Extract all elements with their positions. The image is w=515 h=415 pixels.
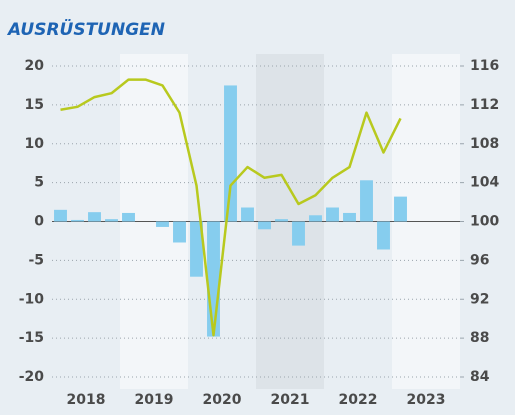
y-tick-label: -15 [19,330,44,346]
bar [343,212,356,222]
bar [122,212,135,222]
bar [241,207,254,222]
x-tick-label: 2021 [271,392,310,408]
bar [207,221,220,337]
y-tick-label: -10 [19,291,45,307]
y-tick-label: 15 [25,97,44,113]
x-tick-label: 2022 [339,392,378,408]
y2-tick-label: 100 [470,214,499,230]
y2-tick-label: 92 [470,291,489,307]
bar [275,219,288,222]
bar [54,209,67,222]
y-tick-label: 10 [25,136,45,152]
bar [326,207,339,222]
bar [88,212,101,222]
y-tick-label: -5 [28,252,44,268]
bar [105,219,118,222]
y2-tick-label: 116 [470,58,499,74]
x-tick-label: 2023 [407,392,446,408]
line [60,78,402,337]
y2-tick-label: 88 [470,330,489,346]
bar [156,221,169,227]
bar [377,221,390,250]
bar [224,85,237,222]
bar [292,221,305,246]
bar [71,219,84,222]
y-tick-label: -20 [19,369,45,385]
y-tick-label: 20 [25,58,45,74]
bar [309,215,322,222]
y2-tick-label: 96 [470,252,489,268]
bar [258,221,271,230]
bar [360,180,373,222]
chart-title: AUSRÜSTUNGEN [6,18,165,40]
bar [190,221,203,277]
y-tick-label: 5 [34,175,44,191]
y2-tick-label: 84 [470,369,490,385]
x-tick-label: 2018 [67,392,106,408]
y2-tick-label: 108 [470,136,499,152]
bar [173,221,186,243]
y2-tick-label: 104 [470,175,499,191]
bar [394,196,407,222]
y2-tick-label: 112 [470,97,499,113]
x-tick-label: 2020 [203,392,242,408]
y-tick-label: 0 [34,214,44,230]
x-tick-label: 2019 [135,392,174,408]
